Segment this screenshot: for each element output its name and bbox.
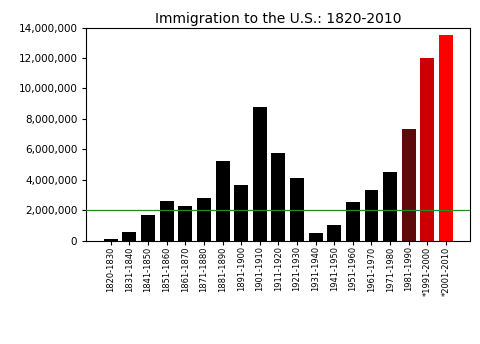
Bar	[179, 205, 192, 241]
Bar	[253, 107, 267, 241]
Bar	[122, 232, 136, 241]
Bar	[234, 185, 248, 241]
Bar	[197, 198, 211, 241]
Title: Immigration to the U.S.: 1820-2010: Immigration to the U.S.: 1820-2010	[155, 12, 402, 26]
Bar	[439, 35, 453, 241]
Bar	[364, 190, 378, 241]
Bar	[346, 203, 360, 241]
Bar	[309, 233, 323, 241]
Bar	[402, 129, 416, 241]
Bar	[160, 201, 174, 241]
Bar	[290, 178, 304, 241]
Bar	[216, 161, 229, 241]
Bar	[327, 225, 341, 241]
Bar	[271, 153, 286, 241]
Bar	[420, 58, 434, 241]
Bar	[383, 172, 397, 241]
Bar	[104, 239, 118, 241]
Bar	[141, 215, 155, 241]
